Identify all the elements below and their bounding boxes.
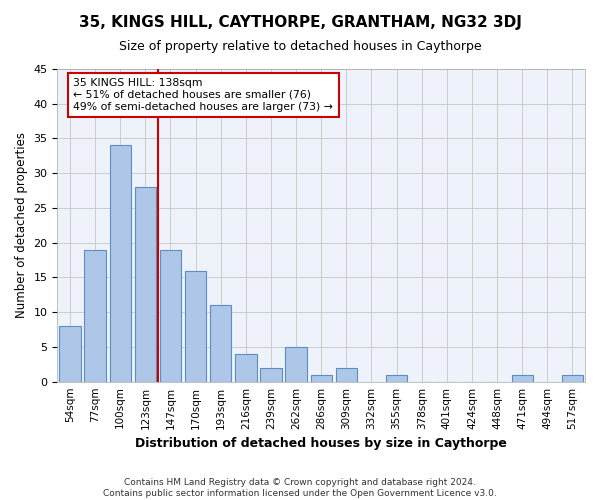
Bar <box>311 374 332 382</box>
Bar <box>562 374 583 382</box>
Text: Contains HM Land Registry data © Crown copyright and database right 2024.
Contai: Contains HM Land Registry data © Crown c… <box>103 478 497 498</box>
Bar <box>512 374 533 382</box>
Bar <box>160 250 181 382</box>
Bar <box>235 354 257 382</box>
X-axis label: Distribution of detached houses by size in Caythorpe: Distribution of detached houses by size … <box>135 437 507 450</box>
Bar <box>260 368 281 382</box>
Bar <box>386 374 407 382</box>
Text: 35 KINGS HILL: 138sqm
← 51% of detached houses are smaller (76)
49% of semi-deta: 35 KINGS HILL: 138sqm ← 51% of detached … <box>73 78 333 112</box>
Bar <box>210 305 232 382</box>
Bar <box>59 326 80 382</box>
Bar <box>185 270 206 382</box>
Bar <box>85 250 106 382</box>
Y-axis label: Number of detached properties: Number of detached properties <box>15 132 28 318</box>
Bar <box>286 347 307 382</box>
Bar <box>335 368 357 382</box>
Text: Size of property relative to detached houses in Caythorpe: Size of property relative to detached ho… <box>119 40 481 53</box>
Text: 35, KINGS HILL, CAYTHORPE, GRANTHAM, NG32 3DJ: 35, KINGS HILL, CAYTHORPE, GRANTHAM, NG3… <box>79 15 521 30</box>
Bar <box>110 146 131 382</box>
Bar <box>134 187 156 382</box>
